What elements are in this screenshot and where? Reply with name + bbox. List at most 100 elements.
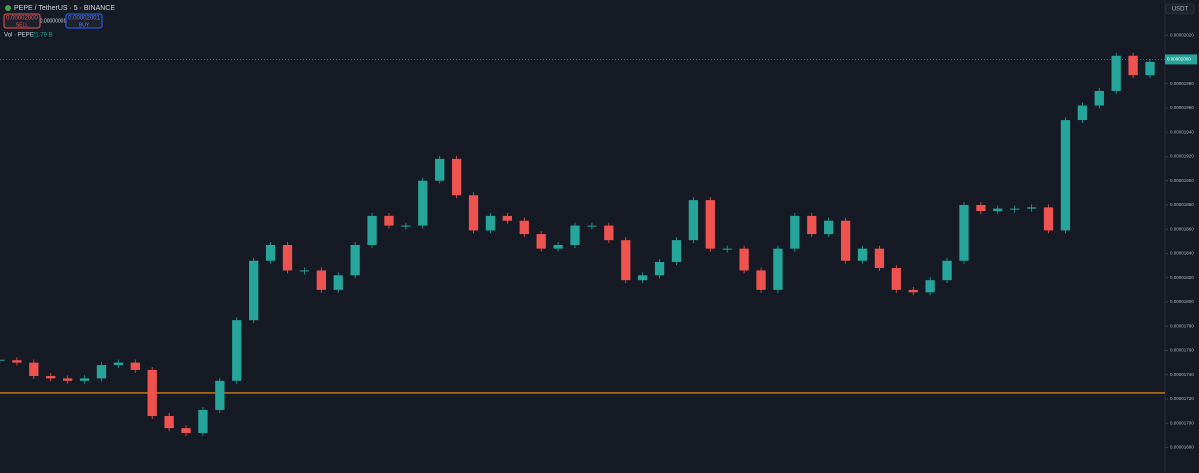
y-tick-label: 0.00001960 [1170,105,1194,110]
y-tick-label: 0.00001720 [1170,396,1194,401]
y-tick-label: 0.00001840 [1170,251,1194,256]
candle [722,248,732,250]
candle [1060,120,1071,231]
candle [147,369,157,416]
candle [891,268,901,290]
y-tick-label: 0.00001780 [1170,323,1194,328]
candle [874,248,885,269]
sell-label[interactable]: SELL [16,22,28,28]
candle [367,215,377,245]
candle [824,220,834,235]
symbol-icon [5,5,11,11]
candle [587,225,597,227]
candle [62,378,73,381]
candle [384,215,394,226]
candle [29,362,39,376]
y-tick-label: 0.00001800 [1170,299,1194,304]
candle [333,275,343,290]
candle [249,260,259,321]
buy-price[interactable]: 0.00002001 [68,16,100,22]
candle [637,275,648,281]
candle [350,244,360,276]
candle [840,220,851,261]
candle [807,215,817,235]
candle [46,375,56,379]
last-price-box [1165,54,1197,65]
y-tick-label: 0.00001880 [1170,202,1194,207]
candle [282,244,293,271]
y-tick-label: 0.00002020 [1170,32,1194,37]
candle [621,240,631,281]
candle [553,244,563,249]
candle [1111,55,1121,91]
chart-title[interactable]: PEPE / TetherUS · 5 · BINANCE [14,5,115,12]
candle [739,248,749,271]
candle [773,248,783,290]
candle [96,365,107,379]
candle [485,215,496,231]
y-tick-label: 0.00001940 [1170,129,1194,134]
y-tick-label: 0.00001920 [1170,154,1194,159]
volume-label: Vol · PEPE [4,33,34,39]
y-tick-label: 0.00001860 [1170,226,1194,231]
candle [502,215,513,221]
candle [671,240,682,262]
candle [451,158,462,196]
volume-value: 21.79 B [32,33,53,39]
candle [1145,61,1155,76]
buy-label[interactable]: BUY [79,22,90,28]
candle [959,204,969,261]
candle [468,195,479,231]
y-tick-label: 0.00001980 [1170,81,1194,86]
candle [435,158,445,181]
candle [181,428,191,433]
candle [688,200,699,241]
candle [908,289,918,293]
spread: 0.00000001 [40,18,67,24]
candle [993,208,1003,212]
candle [756,270,766,290]
candle [976,204,986,212]
y-tick-label: 0.00001700 [1170,420,1194,425]
candle [925,280,935,293]
last-price-label: 0.00002000 [1167,57,1191,62]
currency-box[interactable] [1165,3,1195,15]
candle [942,260,952,281]
sell-button[interactable] [3,13,41,29]
candle [232,320,242,381]
y-tick-label: 0.00001740 [1170,372,1194,377]
candle [857,248,868,261]
candle [299,270,310,272]
candle [130,362,140,370]
candle [1010,208,1020,210]
plot: 0.00001680 0.00001700 0.00001720 0.00001740… [0,32,1197,450]
candle [519,220,529,235]
sell-price[interactable]: 0.00002000 [6,16,38,22]
buy-button[interactable] [65,13,103,29]
y-tick-label: 0.00001760 [1170,348,1194,353]
candle [790,215,800,249]
candle [164,415,174,429]
candle [12,360,22,363]
candle [418,180,428,226]
candle [198,409,208,433]
candle [604,225,614,241]
candle [401,225,411,227]
candle [1043,207,1054,231]
candle [705,200,715,249]
candle [113,362,124,366]
candle [1094,90,1104,106]
candle [570,225,580,245]
candle [0,359,5,361]
candle [654,261,665,276]
candle [79,378,90,381]
y-tick-label: 0.00001820 [1170,275,1194,280]
candle [316,270,326,290]
candle [265,244,276,261]
candle [215,380,225,410]
candle [536,234,546,249]
y-tick-label: 0.00001900 [1170,178,1194,183]
currency[interactable]: USDT [1172,7,1189,13]
